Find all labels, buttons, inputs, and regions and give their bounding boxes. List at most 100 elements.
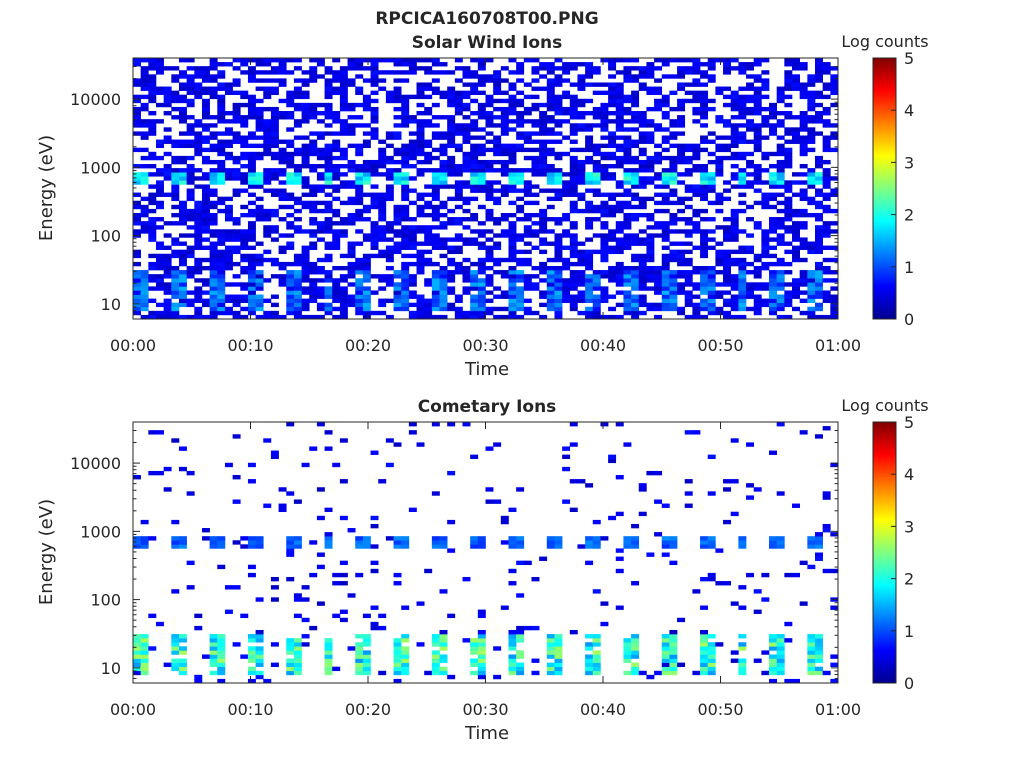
- heatmap-cell: [378, 212, 387, 218]
- heatmap-cell: [692, 164, 701, 169]
- heatmap-cell: [171, 66, 180, 71]
- heatmap-cell: [217, 119, 226, 124]
- heatmap-cell: [807, 282, 816, 287]
- heatmap-cell: [454, 90, 463, 96]
- heatmap-cell: [784, 294, 793, 299]
- heatmap-cell: [684, 82, 693, 87]
- heatmap-cell: [646, 265, 655, 271]
- heatmap-cell: [761, 302, 770, 308]
- heatmap-cell: [531, 58, 540, 63]
- heatmap-cell: [470, 58, 479, 63]
- heatmap-cell: [585, 544, 594, 549]
- heatmap-cell: [669, 159, 678, 165]
- heatmap-cell: [799, 139, 808, 144]
- heatmap-cell: [638, 261, 647, 267]
- heatmap-cell: [316, 265, 325, 271]
- heatmap-cell: [447, 155, 456, 161]
- y-axis-label-solar-wind: Energy (eV): [36, 135, 57, 241]
- heatmap-cell: [661, 58, 670, 63]
- heatmap-cell: [569, 302, 578, 308]
- heatmap-cell: [738, 670, 747, 676]
- heatmap-cell: [270, 155, 279, 161]
- heatmap-cell: [638, 270, 647, 275]
- heatmap-cell: [393, 662, 402, 667]
- heatmap-cell: [508, 253, 517, 259]
- heatmap-cell: [140, 74, 149, 79]
- heatmap-cell: [178, 302, 187, 308]
- heatmap-cell: [485, 298, 494, 303]
- heatmap-cell: [799, 430, 808, 435]
- heatmap-cell: [500, 212, 509, 218]
- heatmap-cell: [700, 638, 709, 643]
- heatmap-cell: [270, 90, 279, 96]
- heatmap-cell: [761, 151, 770, 157]
- heatmap-cell: [654, 200, 663, 206]
- heatmap-cell: [684, 221, 693, 226]
- heatmap-cell: [769, 164, 777, 169]
- heatmap-cell: [738, 306, 747, 312]
- heatmap-cell: [301, 306, 310, 312]
- heatmap-cell: [209, 168, 218, 173]
- heatmap-cell: [592, 66, 601, 71]
- heatmap-cell: [224, 119, 233, 124]
- heatmap-cell: [784, 241, 793, 246]
- heatmap-cell: [761, 237, 770, 242]
- heatmap-cell: [133, 221, 141, 226]
- heatmap-cell: [232, 115, 241, 120]
- heatmap-cell: [769, 658, 777, 663]
- heatmap-cell: [700, 82, 709, 87]
- heatmap-cell: [715, 90, 724, 96]
- heatmap-cell: [293, 78, 302, 83]
- heatmap-cell: [332, 119, 341, 124]
- heatmap-cell: [753, 589, 762, 594]
- heatmap-cell: [477, 674, 486, 680]
- heatmap-cell: [255, 286, 264, 291]
- heatmap-cell: [769, 274, 777, 279]
- heatmap-cell: [546, 115, 555, 120]
- heatmap-cell: [355, 642, 364, 647]
- heatmap-cell: [585, 560, 594, 566]
- heatmap-cell: [730, 90, 739, 96]
- heatmap-cell: [186, 164, 195, 169]
- heatmap-cell: [293, 253, 302, 259]
- heatmap-cell: [792, 678, 800, 684]
- heatmap-cell: [554, 314, 563, 320]
- heatmap-cell: [569, 507, 578, 513]
- heatmap-cell: [677, 257, 686, 263]
- heatmap-cell: [554, 544, 563, 549]
- heatmap-cell: [692, 310, 701, 316]
- heatmap-cell: [339, 94, 348, 100]
- heatmap-cell: [416, 135, 425, 140]
- heatmap-cell: [309, 261, 318, 267]
- heatmap-cell: [592, 208, 601, 214]
- heatmap-cell: [401, 237, 410, 242]
- heatmap-cell: [140, 670, 149, 676]
- heatmap-cell: [255, 196, 264, 202]
- heatmap-cell: [577, 298, 586, 303]
- heatmap-cell: [531, 86, 540, 91]
- heatmap-cell: [439, 237, 448, 242]
- heatmap-cell: [301, 642, 310, 647]
- heatmap-cell: [286, 127, 295, 132]
- heatmap-cell: [316, 257, 325, 263]
- heatmap-cell: [301, 106, 310, 112]
- heatmap-cell: [286, 159, 295, 165]
- heatmap-cell: [577, 74, 586, 79]
- heatmap-cell: [692, 119, 701, 124]
- heatmap-cell: [807, 90, 816, 96]
- heatmap-cell: [355, 662, 364, 667]
- heatmap-cell: [347, 217, 356, 222]
- heatmap-cell: [339, 581, 348, 586]
- heatmap-cell: [799, 221, 808, 226]
- heatmap-cell: [738, 314, 747, 320]
- heatmap-cell: [324, 204, 333, 210]
- heatmap-cell: [776, 90, 785, 96]
- heatmap-cell: [462, 422, 471, 427]
- heatmap-cell: [631, 544, 640, 549]
- heatmap-cell: [799, 90, 808, 96]
- heatmap-cell: [140, 58, 149, 63]
- heatmap-cell: [493, 217, 502, 222]
- heatmap-cell: [500, 515, 509, 521]
- heatmap-cell: [631, 94, 640, 100]
- heatmap-cell: [408, 290, 417, 295]
